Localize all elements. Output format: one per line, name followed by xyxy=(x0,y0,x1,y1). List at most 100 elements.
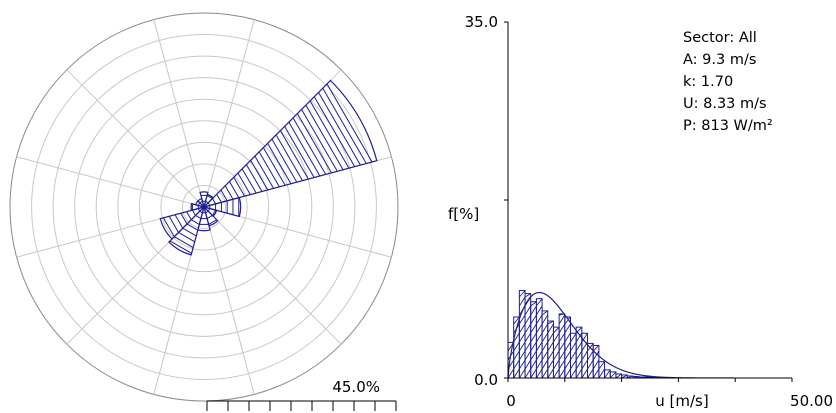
histogram-bar-hatch xyxy=(541,368,549,378)
stat-k: k: 1.70 xyxy=(683,74,733,90)
histogram-bar-hatch xyxy=(530,332,537,343)
histogram-bar-hatch xyxy=(553,368,560,378)
rose-sector-hatch xyxy=(288,121,321,177)
histogram-bar-hatch xyxy=(513,368,520,378)
histogram-bar-hatch xyxy=(536,323,543,334)
histogram-bar xyxy=(604,369,611,378)
histogram-bar-hatch xyxy=(541,323,549,334)
histogram-bar-hatch xyxy=(536,350,543,361)
wind-rose-sectors xyxy=(159,79,378,256)
rose-sector-hatch xyxy=(313,96,356,167)
histogram-bar-hatch xyxy=(541,341,549,352)
rose-sector-divider xyxy=(66,69,205,208)
histogram-bar-hatch xyxy=(518,368,526,378)
rose-sector-hatch xyxy=(309,100,350,169)
rose-sector-hatch xyxy=(220,189,228,202)
histogram-bar-hatch xyxy=(524,293,531,298)
histogram-bar xyxy=(530,301,537,378)
rose-ring xyxy=(117,120,291,294)
rose-sector-hatch xyxy=(229,181,240,198)
histogram-bar-hatch xyxy=(536,359,543,370)
rose-sector-hatch xyxy=(195,215,202,220)
histogram-bar-hatch xyxy=(547,320,554,325)
rose-sector-hatch xyxy=(284,126,315,178)
weibull-stats: Sector: All A: 9.3 m/s k: 1.70 U: 8.33 m… xyxy=(683,30,773,134)
rose-sector-hatch xyxy=(296,113,332,174)
histogram-bar-hatch xyxy=(541,332,549,343)
histogram-bar-hatch xyxy=(536,368,543,378)
rose-ring xyxy=(95,98,313,316)
histogram-bar xyxy=(535,298,543,378)
rose-sector-hatch xyxy=(254,155,274,189)
stat-u: U: 8.33 m/s xyxy=(683,96,767,112)
histogram-bar xyxy=(547,320,554,378)
rose-sector-hatch xyxy=(182,227,197,237)
rose-sector-hatch xyxy=(186,211,192,220)
histogram-bar xyxy=(564,316,571,378)
rose-sector-hatch xyxy=(237,172,251,195)
histogram-bar-hatch xyxy=(564,359,571,370)
rose-sector-outline xyxy=(201,79,378,209)
rose-sector-hatch xyxy=(178,232,195,243)
histogram-bar-hatch xyxy=(553,341,560,352)
x-axis-label: u [m/s] xyxy=(655,392,708,410)
histogram-bar-hatch xyxy=(524,350,532,361)
histogram-bar-hatch xyxy=(581,368,588,378)
rose-sector-hatch xyxy=(301,109,338,172)
histogram-bar-hatch xyxy=(564,323,571,334)
histogram-bar-hatch xyxy=(570,341,577,352)
rose-sector-hatch xyxy=(305,104,344,170)
rose-sector-divider xyxy=(16,156,205,208)
histogram-bar-hatch xyxy=(513,332,520,343)
histogram-bar-hatch xyxy=(592,350,600,361)
histogram-bar-hatch xyxy=(575,350,583,361)
histogram-bar-hatch xyxy=(541,350,549,361)
histogram-bar-hatch xyxy=(570,359,577,370)
rose-sector-hatch xyxy=(180,212,188,225)
rose-sector-hatch xyxy=(169,240,192,254)
y-tick-max: 35.0 xyxy=(465,13,498,31)
histogram-bar-hatch xyxy=(547,359,554,370)
histogram-bar-hatch xyxy=(575,332,583,343)
x-tick-max: 50.00 xyxy=(790,392,833,410)
rose-sector-60 xyxy=(201,79,378,209)
histogram-bar xyxy=(558,313,566,378)
wind-rose-scale-bar xyxy=(206,400,397,411)
histogram-bar-hatch xyxy=(592,345,600,352)
histogram-bar-hatch xyxy=(541,359,549,370)
histogram-bar-hatch xyxy=(508,368,515,378)
histogram-bar xyxy=(513,316,520,378)
rose-sector-hatch xyxy=(262,147,286,186)
rose-sector-hatch xyxy=(275,134,303,181)
histogram-bar-hatch xyxy=(536,314,543,325)
histogram-bar-hatch xyxy=(587,368,594,378)
histogram-bar-hatch xyxy=(570,333,577,343)
rose-sector-hatch xyxy=(199,200,203,204)
histogram-bar-hatch xyxy=(581,350,588,361)
histogram-bar-hatch xyxy=(598,361,605,370)
rose-sector-hatch xyxy=(216,194,222,203)
histogram-bars xyxy=(508,290,657,378)
histogram-bar-hatch xyxy=(592,368,600,378)
rose-ring xyxy=(52,55,356,359)
rose-sector-hatch xyxy=(191,209,196,216)
histogram-bar-hatch xyxy=(598,368,605,378)
rose-sector-hatch xyxy=(326,83,373,163)
histogram-bar-hatch xyxy=(530,341,537,352)
histogram-bar-hatch xyxy=(558,368,566,378)
rose-sector-hatch xyxy=(191,219,200,225)
histogram-bar-hatch xyxy=(513,341,520,352)
histogram-bar-hatch xyxy=(524,314,532,325)
rose-ring xyxy=(181,184,227,230)
histogram-bar-hatch xyxy=(524,341,532,352)
histogram-bar-hatch xyxy=(530,359,537,370)
histogram-bar-hatch xyxy=(530,305,537,316)
histogram-bar-hatch xyxy=(592,359,600,370)
rose-sector-hatch xyxy=(186,223,199,231)
histogram-bar-hatch xyxy=(524,368,532,378)
histogram-bar xyxy=(592,344,600,378)
rose-sector-240 xyxy=(159,205,207,240)
histogram-bar-hatch xyxy=(524,305,532,316)
histogram-bar-hatch xyxy=(575,341,583,352)
